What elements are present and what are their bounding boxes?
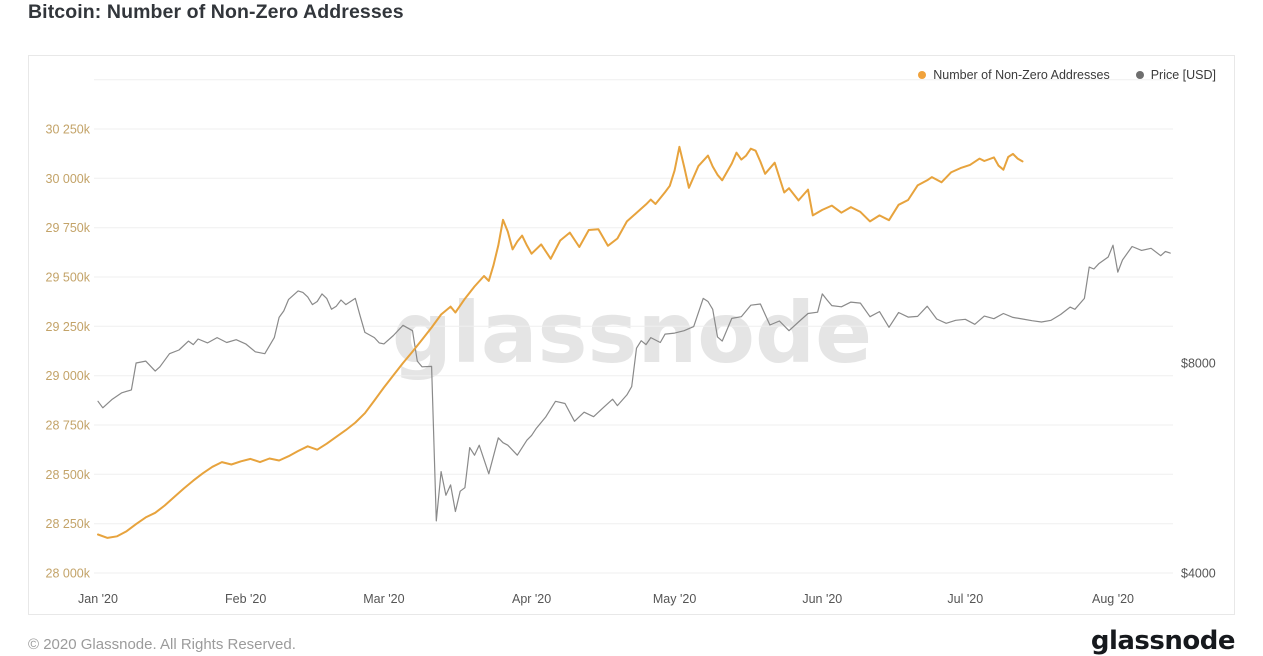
chart-canvas[interactable]: 30 250k 30 000k 29 750k 29 500k 29 250k 29 00… bbox=[29, 56, 1234, 614]
left-axis-tick-label: 28 500k bbox=[46, 468, 91, 482]
price-legend-label: Price [USD] bbox=[1150, 68, 1216, 82]
x-axis-tick-label: May '20 bbox=[653, 592, 696, 606]
left-axis-tick-label: 29 250k bbox=[46, 320, 91, 334]
x-axis-tick-label: Jan '20 bbox=[78, 592, 118, 606]
x-axis-tick-label: Jun '20 bbox=[802, 592, 842, 606]
footer-copyright: © 2020 Glassnode. All Rights Reserved. bbox=[28, 636, 296, 653]
glassnode-logo: glassnode bbox=[1090, 626, 1236, 656]
price-axis-tick-label: $8000 bbox=[1181, 357, 1216, 371]
legend: Number of Non-Zero Addresses Price [USD] bbox=[918, 68, 1216, 82]
x-axis-tick-label: Aug '20 bbox=[1092, 592, 1134, 606]
price-line bbox=[97, 244, 1171, 522]
left-axis-tick-label: 29 500k bbox=[46, 271, 91, 285]
legend-item-addresses[interactable]: Number of Non-Zero Addresses bbox=[918, 68, 1110, 82]
price-legend-dot bbox=[1135, 71, 1144, 79]
left-axis-tick-label: 30 250k bbox=[46, 123, 91, 137]
left-axis-tick-label: 28 750k bbox=[46, 419, 91, 433]
legend-item-price[interactable]: Price [USD] bbox=[1135, 68, 1216, 82]
page-title: Bitcoin: Number of Non-Zero Addresses bbox=[28, 1, 404, 23]
price-axis-tick-label: $4000 bbox=[1181, 567, 1216, 581]
x-axis-tick-label: Mar '20 bbox=[363, 592, 404, 606]
addresses-line bbox=[97, 145, 1024, 539]
left-axis-tick-label: 29 000k bbox=[46, 369, 91, 383]
left-axis-tick-label: 30 000k bbox=[46, 172, 91, 186]
chart-panel: glassnode 30 250k 30 000k 29 750k 29 500k 29… bbox=[28, 55, 1235, 615]
x-axis-tick-label: Jul '20 bbox=[947, 592, 983, 606]
left-axis-tick-label: 29 750k bbox=[46, 221, 91, 235]
left-axis-tick-label: 28 250k bbox=[46, 517, 91, 531]
addresses-legend-label: Number of Non-Zero Addresses bbox=[933, 68, 1110, 82]
left-axis-tick-label: 28 000k bbox=[46, 567, 91, 581]
x-axis-tick-label: Apr '20 bbox=[512, 592, 551, 606]
x-axis-tick-label: Feb '20 bbox=[225, 592, 266, 606]
addresses-legend-dot bbox=[918, 71, 927, 79]
